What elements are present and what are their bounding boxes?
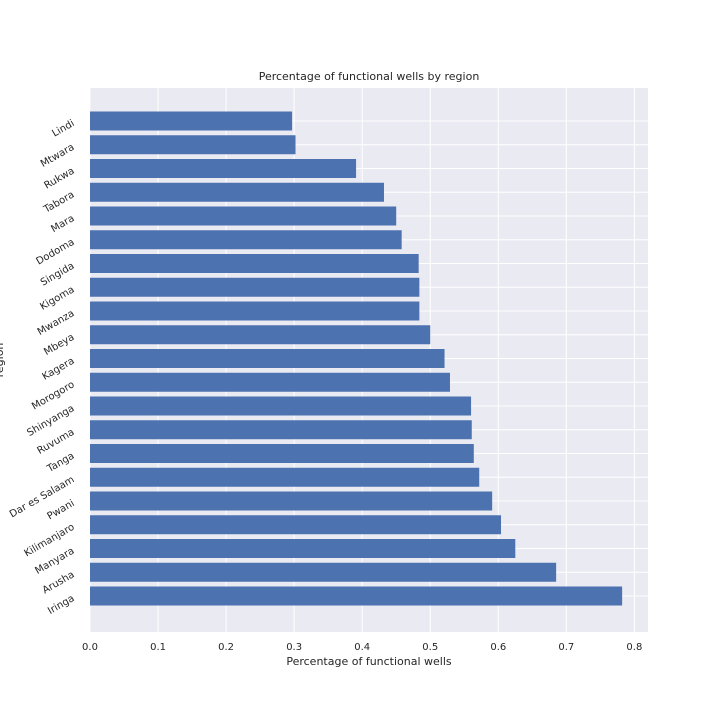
chart-title: Percentage of functional wells by region [259, 70, 480, 83]
bar-kagera [90, 349, 445, 368]
bar-iringa [90, 586, 623, 606]
bar-dar-es-salaam [90, 467, 480, 487]
y-tick-label: Arusha [41, 569, 77, 596]
bar-kilimanjaro [90, 515, 502, 535]
y-tick-label: Iringa [46, 593, 76, 617]
bar-mara [90, 206, 397, 226]
x-tick-label: 0.5 [422, 642, 438, 653]
bar-singida [90, 254, 419, 273]
x-tick-label: 0.8 [626, 642, 642, 653]
bar-pwani [90, 491, 493, 511]
bar-tabora [90, 182, 384, 202]
y-tick-label: Kagera [40, 356, 76, 383]
y-tick-label: Tanga [45, 451, 77, 476]
x-tick-label: 0.4 [354, 642, 370, 653]
x-axis-label: Percentage of functional wells [286, 655, 452, 668]
y-axis-label: region [0, 343, 6, 378]
bar-arusha [90, 562, 557, 582]
bar-manyara [90, 539, 516, 558]
bar-lindi [90, 111, 293, 131]
x-tick-label: 0.7 [558, 642, 574, 653]
bar-mtwara [90, 135, 296, 155]
bar-rukwa [90, 159, 357, 178]
y-tick-label: Lindi [50, 118, 76, 139]
bar-dodoma [90, 230, 402, 250]
bar-kigoma [90, 277, 420, 297]
x-tick-label: 0.0 [82, 642, 98, 653]
bars [90, 111, 623, 606]
x-tick-label: 0.3 [286, 642, 302, 653]
bar-tanga [90, 444, 474, 463]
x-axis-ticks: 0.0 0.1 0.2 0.3 0.4 0.5 0.6 0.7 0.8 [82, 642, 642, 653]
bar-mwanza [90, 301, 420, 321]
x-tick-label: 0.1 [150, 642, 166, 653]
y-tick-label: Mbeya [42, 332, 76, 358]
x-tick-label: 0.2 [218, 642, 234, 653]
bar-shinyanga [90, 396, 472, 416]
bar-mbeya [90, 325, 431, 345]
y-tick-label: Tabora [41, 189, 76, 216]
y-tick-label: Rukwa [42, 166, 76, 192]
y-tick-label: Pwani [45, 498, 76, 522]
y-tick-label: Mara [49, 213, 76, 235]
bar-ruvuma [90, 420, 472, 440]
bar-morogoro [90, 372, 450, 392]
x-tick-label: 0.6 [490, 642, 506, 653]
